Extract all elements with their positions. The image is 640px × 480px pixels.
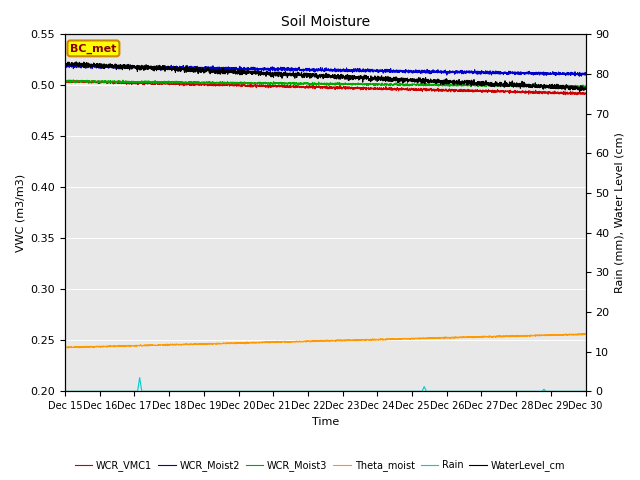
Rain: [516, 388, 524, 394]
WCR_VMC1: [284, 83, 291, 89]
WCR_VMC1: [152, 80, 159, 85]
Rain: [284, 388, 291, 394]
Theta_moist: [516, 333, 524, 339]
WCR_Moist3: [582, 83, 589, 89]
WCR_Moist2: [62, 61, 70, 67]
WCR_VMC1: [69, 77, 77, 83]
X-axis label: Time: Time: [312, 417, 339, 427]
WaterLevel_cm: [576, 88, 584, 94]
WCR_VMC1: [572, 90, 580, 96]
WaterLevel_cm: [515, 83, 523, 88]
Rain: [61, 388, 69, 394]
Theta_moist: [582, 331, 589, 336]
WCR_Moist2: [516, 70, 524, 76]
WCR_Moist3: [121, 79, 129, 85]
WCR_Moist2: [61, 63, 69, 69]
WaterLevel_cm: [120, 65, 128, 71]
WCR_Moist3: [67, 77, 74, 83]
Line: WCR_Moist3: WCR_Moist3: [65, 80, 586, 88]
Legend: WCR_VMC1, WCR_Moist2, WCR_Moist3, Theta_moist, Rain, WaterLevel_cm: WCR_VMC1, WCR_Moist2, WCR_Moist3, Theta_…: [71, 456, 569, 475]
WaterLevel_cm: [152, 66, 159, 72]
WaterLevel_cm: [284, 71, 291, 77]
WCR_Moist2: [121, 64, 129, 70]
Theta_moist: [121, 343, 129, 348]
Theta_moist: [284, 339, 291, 345]
WCR_Moist2: [575, 73, 583, 79]
Line: WCR_Moist2: WCR_Moist2: [65, 64, 586, 76]
Y-axis label: Rain (mm), Water Level (cm): Rain (mm), Water Level (cm): [615, 132, 625, 293]
WCR_Moist3: [284, 81, 291, 87]
WCR_Moist3: [261, 80, 269, 86]
Theta_moist: [152, 342, 159, 348]
Theta_moist: [578, 331, 586, 336]
WCR_VMC1: [121, 80, 129, 86]
Line: Rain: Rain: [65, 378, 586, 391]
WCR_Moist3: [516, 83, 524, 89]
WCR_Moist3: [553, 85, 561, 91]
Rain: [120, 388, 128, 394]
Text: BC_met: BC_met: [70, 43, 116, 54]
WCR_Moist2: [261, 65, 269, 71]
WaterLevel_cm: [572, 85, 579, 91]
WCR_Moist3: [572, 84, 580, 89]
Theta_moist: [572, 331, 579, 337]
Line: WaterLevel_cm: WaterLevel_cm: [65, 62, 586, 91]
Line: WCR_VMC1: WCR_VMC1: [65, 80, 586, 95]
Rain: [582, 388, 589, 394]
WCR_VMC1: [261, 83, 269, 89]
Theta_moist: [65, 345, 72, 351]
WCR_Moist3: [61, 78, 69, 84]
WCR_VMC1: [61, 77, 69, 83]
Y-axis label: VWC (m3/m3): VWC (m3/m3): [15, 174, 25, 252]
WCR_Moist3: [152, 78, 159, 84]
WaterLevel_cm: [61, 59, 69, 65]
Rain: [136, 375, 143, 381]
WCR_Moist2: [284, 65, 291, 71]
Rain: [152, 388, 159, 394]
Line: Theta_moist: Theta_moist: [65, 334, 586, 348]
WaterLevel_cm: [582, 84, 589, 90]
WCR_VMC1: [516, 88, 524, 94]
WCR_Moist2: [152, 64, 159, 70]
WCR_Moist2: [582, 72, 589, 78]
Theta_moist: [261, 339, 269, 345]
Rain: [261, 388, 269, 394]
Title: Soil Moisture: Soil Moisture: [281, 15, 370, 29]
WCR_VMC1: [582, 91, 589, 96]
Theta_moist: [61, 344, 69, 350]
WCR_VMC1: [562, 92, 570, 98]
WaterLevel_cm: [261, 71, 269, 76]
WCR_Moist2: [572, 72, 579, 77]
Rain: [572, 388, 579, 394]
